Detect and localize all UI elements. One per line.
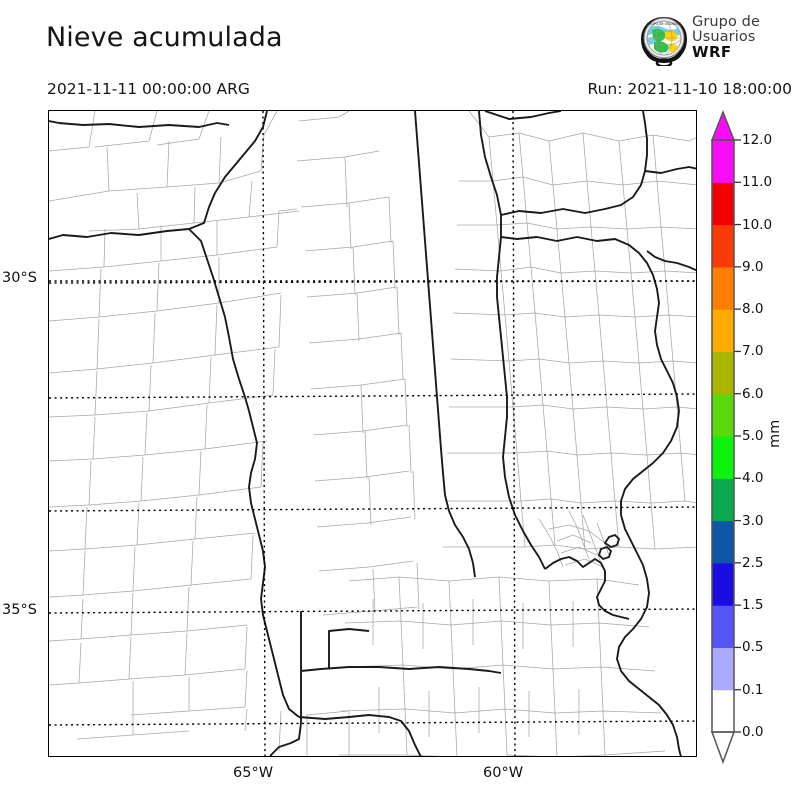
map-plot-area[interactable] — [48, 110, 697, 757]
colorbar-band — [712, 647, 734, 691]
colorbar-tick-label: 2.5 — [742, 554, 764, 571]
colorbar-tick-label: 6.0 — [742, 385, 764, 402]
colorbar-ticks — [734, 139, 741, 733]
colorbar-unit-label: mm — [767, 419, 783, 448]
axis-label-lon-60w: 60°W — [483, 765, 524, 781]
wrf-globe-emblem-icon: GRUPO DE USUARIOS — [638, 14, 690, 68]
colorbar-tick-label: 4.0 — [742, 470, 764, 487]
colorbar-band — [712, 140, 734, 183]
province-borders — [49, 111, 696, 756]
colorbar-band — [712, 266, 734, 310]
axis-label-lat-35s: 35°S — [2, 602, 37, 618]
colorbar-band — [712, 562, 734, 606]
colorbar-tick-label: 0.1 — [742, 681, 764, 698]
svg-text:GRUPO DE USUARIOS: GRUPO DE USUARIOS — [647, 22, 682, 26]
colorbar-band — [712, 309, 734, 353]
logo-line-3: WRF — [692, 42, 732, 61]
colorbar-bands — [712, 140, 734, 733]
colorbar-band — [712, 605, 734, 649]
colorbar-tick-label: 0.0 — [742, 724, 764, 740]
colorbar-band — [712, 224, 734, 268]
axis-label-lat-30s: 30°S — [2, 270, 37, 286]
colorbar-under-arrow — [710, 731, 736, 765]
colorbar-over-arrow — [710, 109, 736, 141]
page-title: Nieve acumulada — [46, 22, 283, 53]
map-geography — [49, 111, 696, 756]
brand-logo: GRUPO DE USUARIOS Grupo de Usuarios WRF — [638, 14, 798, 68]
run-time-label: Run: 2021-11-10 18:00:00 — [587, 80, 793, 98]
colorbar: 0.0 0.1 0.5 1.5 2.5 3.0 4.0 5.0 6.0 7.0 8.0 9.0 10.0… — [707, 108, 797, 768]
colorbar-tick-label: 7.0 — [742, 343, 764, 360]
colorbar-tick-label: 8.0 — [742, 301, 764, 318]
colorbar-outline — [711, 139, 735, 733]
valid-time-label: 2021-11-11 00:00:00 ARG — [47, 80, 250, 98]
colorbar-band — [712, 393, 734, 437]
colorbar-band — [712, 478, 734, 522]
colorbar-tick-label: 3.0 — [742, 512, 764, 529]
colorbar-tick-label: 0.5 — [742, 639, 764, 656]
colorbar-tick-label: 9.0 — [742, 258, 764, 275]
graticule-lines — [49, 111, 696, 756]
colorbar-tick-label: 1.5 — [742, 597, 764, 614]
colorbar-tick-label: 12.0 — [742, 132, 773, 148]
axis-label-lon-65w: 65°W — [233, 765, 274, 781]
brand-logo-text: Grupo de Usuarios WRF — [692, 15, 760, 60]
colorbar-tick-label: 10.0 — [742, 216, 773, 233]
logo-line-1: Grupo de — [692, 14, 760, 30]
logo-line-2: Usuarios — [692, 28, 756, 45]
department-boundaries — [49, 111, 696, 756]
colorbar-band — [712, 520, 734, 564]
colorbar-tick-label: 5.0 — [742, 428, 764, 444]
colorbar-band — [712, 182, 734, 226]
colorbar-tick-label: 11.0 — [742, 174, 773, 191]
colorbar-graphic — [710, 109, 741, 765]
colorbar-band — [712, 689, 734, 733]
colorbar-band — [712, 436, 734, 479]
colorbar-band — [712, 351, 734, 395]
